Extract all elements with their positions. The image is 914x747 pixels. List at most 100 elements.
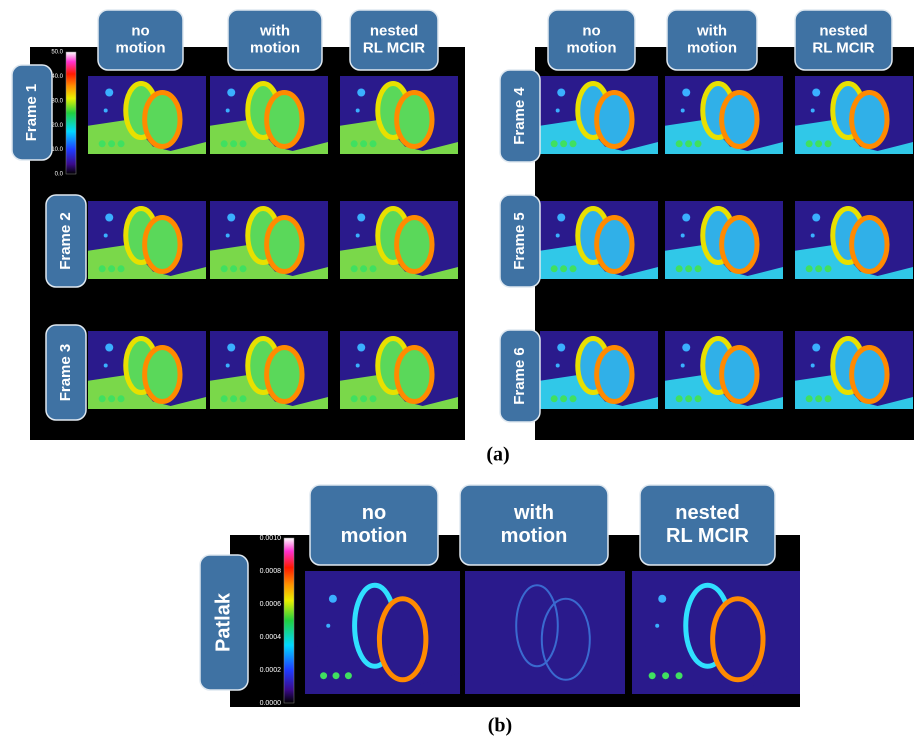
image-dot bbox=[99, 140, 106, 147]
image-dot bbox=[812, 344, 820, 352]
image-dot bbox=[230, 395, 237, 402]
image-dot bbox=[695, 140, 702, 147]
column-label: RL MCIR bbox=[666, 525, 750, 547]
image-dot bbox=[333, 672, 340, 679]
colorbar-tick-label: 0.0010 bbox=[260, 535, 282, 542]
image-dot bbox=[351, 140, 358, 147]
caption: (a) bbox=[486, 444, 509, 466]
image-ring bbox=[597, 218, 632, 272]
image-dot bbox=[108, 395, 115, 402]
image-dot bbox=[326, 624, 330, 628]
image-ring bbox=[722, 348, 757, 402]
image-dot bbox=[815, 265, 822, 272]
image-dot bbox=[570, 140, 577, 147]
image-dot bbox=[811, 109, 815, 113]
image-dot bbox=[356, 234, 360, 238]
image-dot bbox=[227, 89, 235, 97]
column-label: motion bbox=[341, 525, 408, 547]
image-dot bbox=[108, 265, 115, 272]
image-dot bbox=[658, 595, 666, 603]
image-ring bbox=[267, 93, 302, 147]
image-dot bbox=[815, 140, 822, 147]
image-ring bbox=[397, 218, 432, 272]
image-dot bbox=[240, 395, 247, 402]
image-dot bbox=[676, 140, 683, 147]
row-label: Frame 3 bbox=[57, 344, 74, 402]
image-dot bbox=[351, 265, 358, 272]
image-ring bbox=[267, 348, 302, 402]
image-ring bbox=[145, 348, 180, 402]
image-dot bbox=[356, 364, 360, 368]
image-dot bbox=[240, 140, 247, 147]
image-dot bbox=[681, 234, 685, 238]
image-dot bbox=[557, 89, 565, 97]
image-dot bbox=[221, 265, 228, 272]
image-dot bbox=[370, 140, 377, 147]
image-dot bbox=[681, 364, 685, 368]
image-dot bbox=[329, 595, 337, 603]
image-dot bbox=[357, 214, 365, 222]
column-label: with bbox=[696, 22, 727, 39]
image-dot bbox=[105, 89, 113, 97]
image-dot bbox=[118, 140, 125, 147]
column-label: nested bbox=[819, 22, 867, 39]
image-dot bbox=[357, 89, 365, 97]
image-ring bbox=[722, 93, 757, 147]
image-dot bbox=[556, 234, 560, 238]
image-dot bbox=[360, 140, 367, 147]
colorbar-tick-label: 0.0004 bbox=[260, 634, 282, 641]
image-dot bbox=[230, 140, 237, 147]
image-dot bbox=[345, 672, 352, 679]
column-label: with bbox=[513, 502, 554, 524]
image-dot bbox=[560, 395, 567, 402]
image-dot bbox=[695, 395, 702, 402]
image-ring bbox=[145, 93, 180, 147]
image-dot bbox=[99, 265, 106, 272]
row-label: Frame 6 bbox=[511, 347, 528, 405]
image-dot bbox=[825, 140, 832, 147]
image-dot bbox=[695, 265, 702, 272]
column-label: with bbox=[259, 22, 290, 39]
image-dot bbox=[230, 265, 237, 272]
image-ring bbox=[397, 348, 432, 402]
column-label: no bbox=[582, 22, 600, 39]
image-dot bbox=[221, 140, 228, 147]
row-label: Frame 1 bbox=[23, 84, 40, 142]
column-label: motion bbox=[501, 525, 568, 547]
image-dot bbox=[551, 140, 558, 147]
column-label: RL MCIR bbox=[363, 40, 425, 57]
image-dot bbox=[556, 109, 560, 113]
image-dot bbox=[676, 672, 683, 679]
colorbar-tick-label: 40.0 bbox=[51, 74, 63, 80]
column-label: motion bbox=[250, 40, 300, 57]
image-dot bbox=[676, 265, 683, 272]
image-ring bbox=[597, 93, 632, 147]
image-dot bbox=[360, 265, 367, 272]
caption: (b) bbox=[488, 715, 512, 737]
image-dot bbox=[557, 214, 565, 222]
image-dot bbox=[104, 364, 108, 368]
image-dot bbox=[351, 395, 358, 402]
image-dot bbox=[812, 89, 820, 97]
column-label: motion bbox=[687, 40, 737, 57]
row-label: Frame 4 bbox=[511, 87, 528, 145]
image-ring bbox=[597, 348, 632, 402]
image-ring bbox=[713, 599, 763, 680]
figure: (a) (b) 50.040.030.020.010.00.0nomotionw… bbox=[0, 0, 914, 747]
image-dot bbox=[551, 395, 558, 402]
colorbar-tick-label: 0.0000 bbox=[260, 700, 282, 707]
image-dot bbox=[320, 672, 327, 679]
image-dot bbox=[557, 344, 565, 352]
image-dot bbox=[227, 344, 235, 352]
image-dot bbox=[682, 344, 690, 352]
image-dot bbox=[649, 672, 656, 679]
image-dot bbox=[226, 109, 230, 113]
image-ring bbox=[722, 218, 757, 272]
colorbar-tick-label: 50.0 bbox=[51, 50, 63, 56]
row-label: Frame 5 bbox=[511, 212, 528, 270]
image-dot bbox=[685, 140, 692, 147]
row-label: Frame 2 bbox=[57, 212, 74, 270]
image-dot bbox=[681, 109, 685, 113]
colorbar-tick-label: 0.0 bbox=[55, 172, 64, 178]
image-dot bbox=[806, 395, 813, 402]
